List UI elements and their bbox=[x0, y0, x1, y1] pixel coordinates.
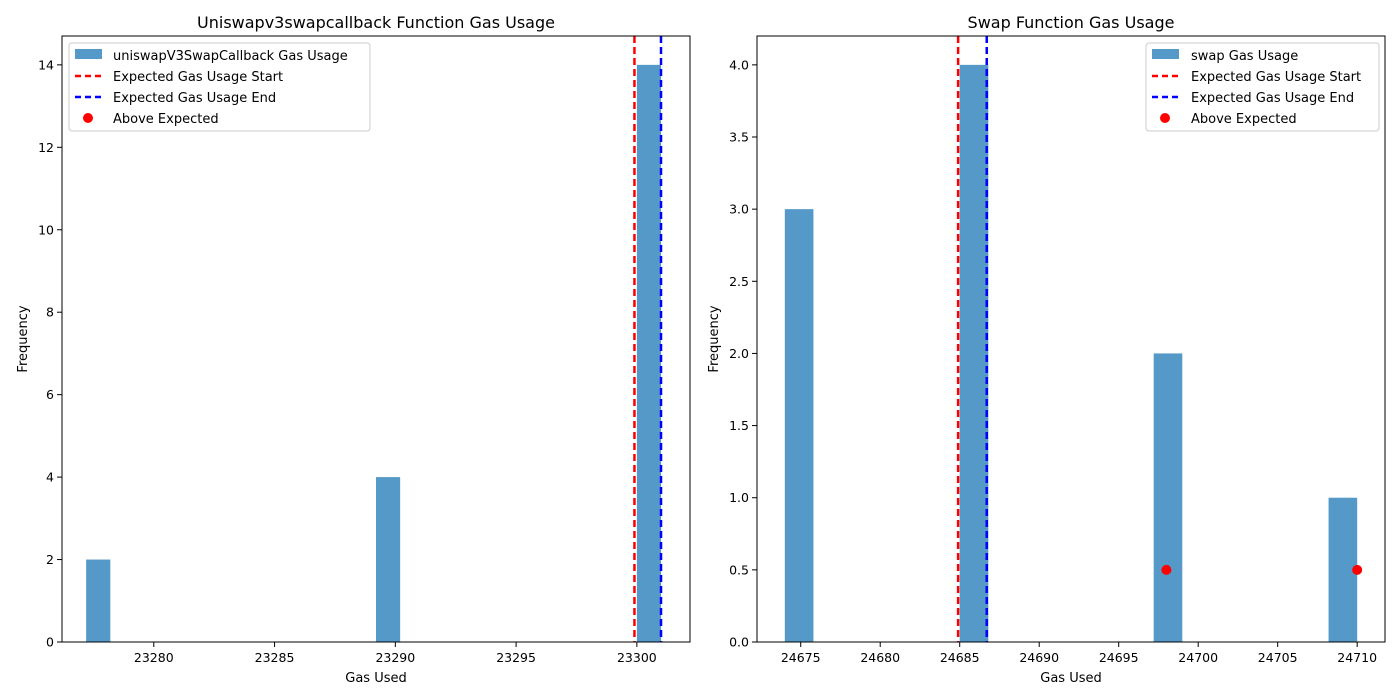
histogram-bar bbox=[376, 477, 401, 642]
x-axis-label: Gas Used bbox=[1040, 671, 1101, 686]
y-tick-label: 2.0 bbox=[729, 346, 749, 361]
legend-swatch-histogram bbox=[75, 49, 102, 59]
histogram-bar bbox=[959, 64, 989, 643]
x-tick-label: 24685 bbox=[940, 650, 980, 665]
legend-swatch-above bbox=[1160, 113, 1170, 123]
x-tick-label: 24700 bbox=[1178, 650, 1218, 665]
legend-label-above: Above Expected bbox=[113, 112, 219, 127]
x-tick-label: 24695 bbox=[1099, 650, 1139, 665]
y-tick-label: 2 bbox=[46, 552, 54, 567]
histogram-bar bbox=[784, 209, 814, 642]
y-tick-label: 1.0 bbox=[729, 490, 749, 505]
chart-title: Uniswapv3swapcallback Function Gas Usage bbox=[197, 13, 555, 32]
chart-uniswapv3swapcallback: Uniswapv3swapcallback Function Gas Usage… bbox=[16, 13, 691, 686]
axes-frame bbox=[756, 35, 1386, 643]
x-tick-label: 24690 bbox=[1019, 650, 1059, 665]
legend-label-start: Expected Gas Usage Start bbox=[1191, 70, 1361, 85]
x-tick-label: 24680 bbox=[860, 650, 900, 665]
above-expected-point bbox=[1161, 564, 1172, 575]
legend: uniswapV3SwapCallback Gas Usage Expected… bbox=[68, 42, 371, 132]
y-tick-label: 4.0 bbox=[729, 57, 749, 72]
y-tick-label: 3.5 bbox=[729, 130, 749, 145]
x-tick-label: 23295 bbox=[496, 650, 536, 665]
chart-swap: Swap Function Gas Usage 24675 24680 24685 2… bbox=[707, 13, 1386, 686]
legend-frame bbox=[68, 42, 371, 132]
plot-area: 23280 23285 23290 23295 23300 0 2 4 6 8 10 12 14 bbox=[38, 35, 691, 665]
y-tick-label: 0 bbox=[46, 635, 54, 650]
legend-label-histogram: swap Gas Usage bbox=[1191, 49, 1298, 64]
legend-label-end: Expected Gas Usage End bbox=[1191, 91, 1354, 106]
axes-frame bbox=[61, 35, 691, 643]
plot-area: 24675 24680 24685 24690 24695 24700 24705 24710… bbox=[729, 35, 1386, 665]
legend-swatch-above bbox=[83, 113, 93, 123]
legend: swap Gas Usage Expected Gas Usage Start … bbox=[1145, 42, 1380, 132]
above-expected-point bbox=[1352, 564, 1363, 575]
legend-swatch-histogram bbox=[1152, 49, 1179, 59]
y-tick-label: 12 bbox=[38, 140, 54, 155]
y-axis-label: Frequency bbox=[707, 305, 722, 372]
legend-label-start: Expected Gas Usage Start bbox=[113, 70, 283, 85]
histogram-bar bbox=[636, 64, 662, 643]
y-tick-label: 8 bbox=[46, 305, 54, 320]
legend-frame bbox=[1145, 42, 1380, 132]
y-tick-label: 0.5 bbox=[729, 562, 749, 577]
y-axis-label: Frequency bbox=[16, 305, 31, 372]
x-tick-label: 24710 bbox=[1337, 650, 1377, 665]
x-tick-label: 23300 bbox=[617, 650, 657, 665]
x-tick-label: 23290 bbox=[375, 650, 415, 665]
y-tick-label: 1.5 bbox=[729, 418, 749, 433]
y-tick-label: 0.0 bbox=[729, 635, 749, 650]
histogram-bar bbox=[1153, 353, 1183, 642]
x-tick-label: 23285 bbox=[255, 650, 295, 665]
chart-title: Swap Function Gas Usage bbox=[968, 13, 1175, 32]
y-tick-label: 6 bbox=[46, 387, 54, 402]
y-tick-label: 2.5 bbox=[729, 274, 749, 289]
x-tick-label: 23280 bbox=[134, 650, 174, 665]
x-tick-label: 24675 bbox=[781, 650, 821, 665]
legend-label-end: Expected Gas Usage End bbox=[113, 91, 276, 106]
histogram-bar bbox=[86, 559, 111, 642]
legend-label-above: Above Expected bbox=[1191, 112, 1297, 127]
x-tick-label: 24705 bbox=[1258, 650, 1298, 665]
x-axis-label: Gas Used bbox=[345, 671, 406, 686]
y-tick-label: 10 bbox=[38, 222, 54, 237]
y-tick-label: 14 bbox=[38, 57, 54, 72]
y-tick-label: 3.0 bbox=[729, 202, 749, 217]
y-tick-label: 4 bbox=[46, 470, 54, 485]
legend-label-histogram: uniswapV3SwapCallback Gas Usage bbox=[113, 49, 348, 64]
